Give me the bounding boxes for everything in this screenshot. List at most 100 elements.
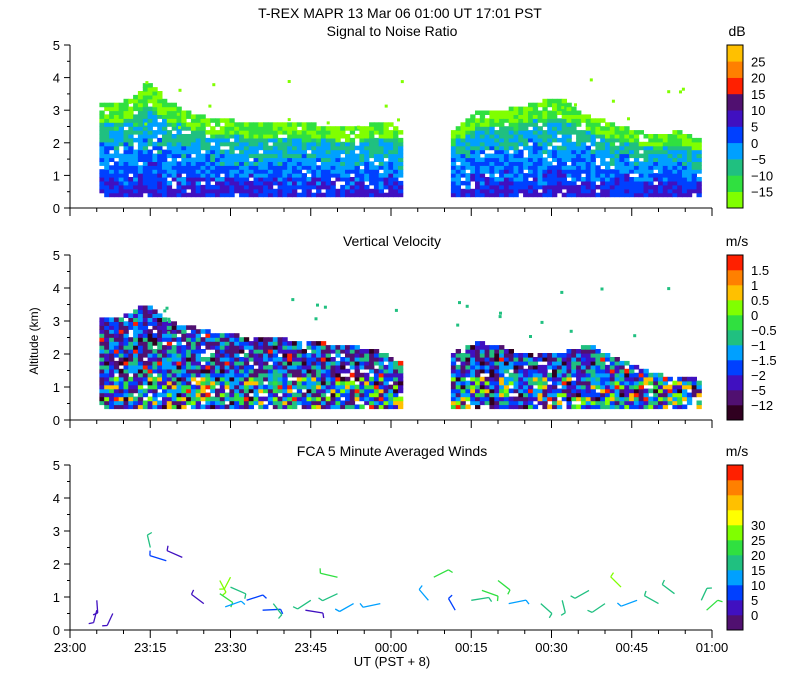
heatmap-cell [162, 349, 168, 354]
heatmap-cell [200, 337, 206, 342]
heatmap-cell [243, 380, 250, 386]
heatmap-cell [287, 192, 293, 198]
heatmap-cell [465, 173, 471, 178]
heatmap-cell [306, 384, 312, 390]
heatmap-cell [181, 134, 187, 139]
colorbar-swatch [727, 510, 743, 526]
heatmap-cell [614, 396, 620, 402]
heatmap-cell [556, 364, 563, 370]
heatmap-cell [499, 400, 505, 406]
heatmap-cell [210, 130, 216, 135]
heatmap-cell [162, 98, 168, 104]
heatmap-cell [600, 372, 606, 378]
colorbar-label: −0.5 [751, 323, 777, 338]
heatmap-cell [292, 349, 298, 354]
heatmap-cell [277, 400, 283, 406]
heatmap-cell [219, 333, 226, 338]
heatmap-cell [359, 380, 365, 386]
heatmap-cell [123, 153, 129, 159]
heatmap-cell [277, 360, 283, 366]
heatmap-cell [513, 134, 519, 139]
heatmap-cell [595, 384, 601, 390]
heatmap-cell [181, 380, 187, 386]
heatmap-cell [494, 145, 500, 151]
heatmap-cell [354, 145, 360, 151]
heatmap-cell [561, 141, 567, 147]
heatmap-cell [624, 384, 630, 390]
heatmap-cell [499, 126, 505, 131]
heatmap-cell [667, 184, 673, 190]
heatmap-speck [144, 122, 148, 126]
heatmap-cell [638, 184, 644, 190]
heatmap-cell [113, 337, 120, 342]
heatmap-cell [133, 321, 139, 326]
heatmap-cell [234, 153, 240, 159]
heatmap-cell [109, 400, 115, 406]
heatmap-cell [287, 134, 293, 139]
heatmap-cell [113, 106, 120, 112]
heatmap-cell [325, 130, 331, 135]
heatmap-cell [465, 396, 471, 402]
heatmap-cell [215, 360, 221, 366]
heatmap-cell [267, 364, 274, 370]
colorbar-swatch [727, 615, 743, 631]
heatmap-cell [190, 360, 197, 366]
heatmap-cell [600, 404, 606, 410]
heatmap-cell [547, 161, 553, 166]
heatmap-cell [267, 376, 274, 382]
colorbar-swatch [727, 600, 743, 616]
heatmap-cell [229, 165, 235, 170]
heatmap-cell [518, 110, 524, 115]
heatmap-cell [210, 372, 216, 378]
heatmap-cell [614, 357, 620, 362]
heatmap-cell [537, 169, 543, 174]
heatmap-cell [248, 149, 254, 155]
heatmap-cell [123, 137, 129, 143]
heatmap-cell [215, 169, 221, 174]
heatmap-cell [653, 392, 659, 398]
heatmap-cell [137, 141, 144, 147]
heatmap-cell [494, 157, 500, 162]
wind-barb-feather [525, 599, 530, 605]
heatmap-cell [450, 157, 457, 162]
heatmap-speck [529, 335, 532, 338]
heatmap-cell [633, 376, 640, 382]
heatmap-cell [571, 184, 577, 190]
heatmap-cell [552, 368, 558, 374]
heatmap-cell [171, 357, 177, 362]
heatmap-cell [398, 188, 404, 194]
heatmap-cell [364, 360, 370, 366]
heatmap-cell [547, 372, 553, 378]
heatmap-cell [147, 317, 153, 322]
heatmap-cell [658, 180, 664, 186]
heatmap-cell [181, 192, 187, 198]
heatmap-cell [629, 384, 635, 390]
heatmap-cell [243, 130, 250, 135]
heatmap-cell [190, 376, 197, 382]
heatmap-cell [691, 384, 697, 390]
heatmap-cell [118, 161, 124, 166]
heatmap-cell [494, 357, 500, 362]
heatmap-cell [388, 157, 394, 162]
heatmap-cell [229, 341, 235, 346]
heatmap-cell [566, 145, 572, 151]
heatmap-cell [219, 192, 226, 198]
heatmap-cell [133, 169, 139, 174]
heatmap-cell [267, 126, 274, 131]
heatmap-cell [258, 380, 264, 386]
heatmap-cell [104, 396, 110, 402]
heatmap-cell [234, 126, 240, 131]
heatmap-cell [662, 404, 669, 410]
heatmap-cell [186, 145, 192, 151]
heatmap-cell [513, 157, 519, 162]
heatmap-cell [267, 400, 274, 406]
heatmap-cell [335, 188, 341, 194]
heatmap-cell [571, 360, 577, 366]
heatmap-cell [489, 165, 495, 170]
heatmap-cell [118, 106, 124, 112]
heatmap-cell [320, 380, 327, 386]
heatmap-cell [489, 184, 495, 190]
heatmap-cell [465, 364, 471, 370]
heatmap-cell [662, 396, 669, 402]
heatmap-cell [195, 349, 201, 354]
